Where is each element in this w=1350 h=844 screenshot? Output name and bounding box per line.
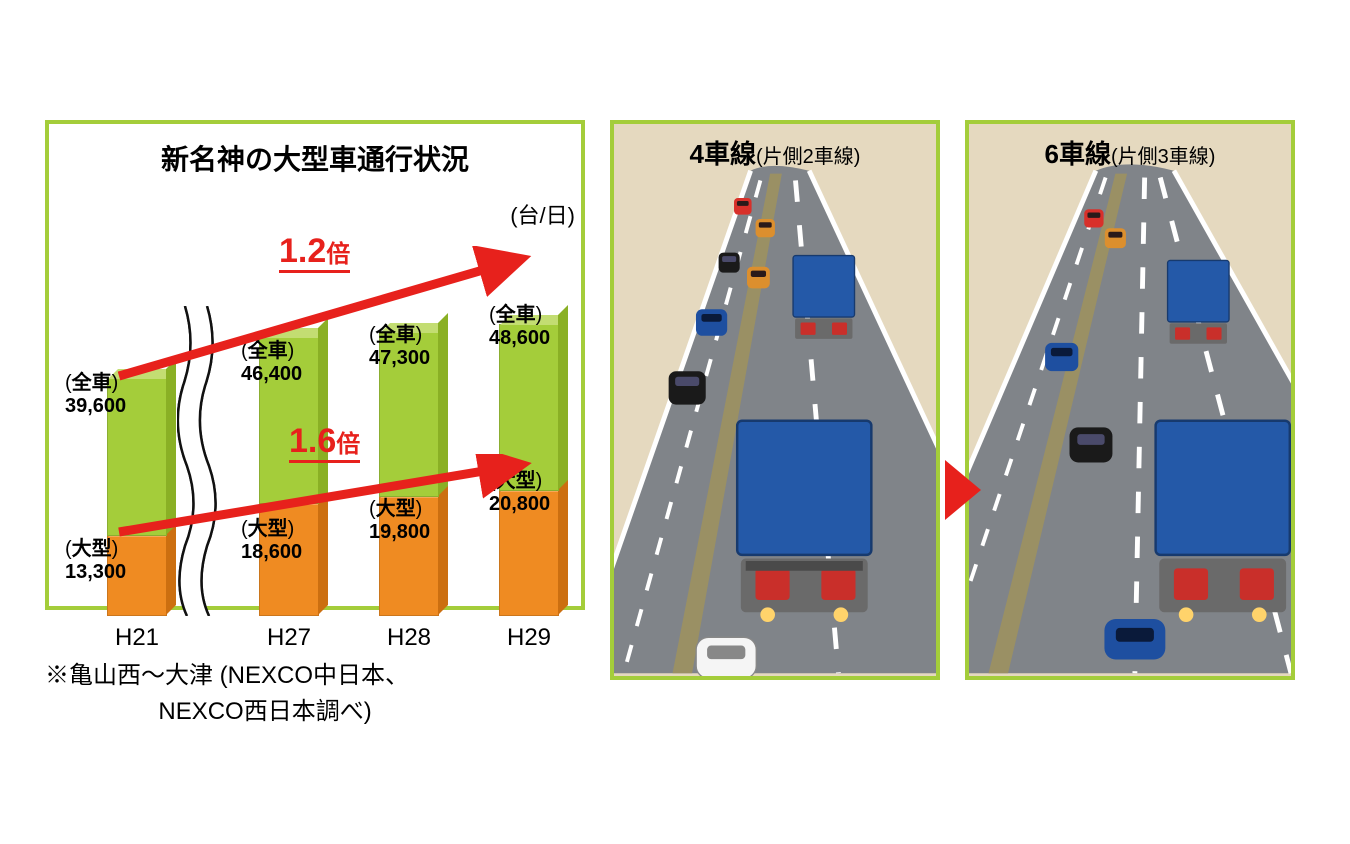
xaxis-h28: H28: [369, 624, 449, 652]
xaxis-h21: H21: [97, 624, 177, 652]
chart-plot-area: (台/日): [49, 186, 581, 616]
multiplier-large: 1.6倍: [289, 424, 360, 463]
label-h27-total: (全車) 46,400: [241, 340, 302, 386]
car-red: [734, 198, 752, 215]
road-title-6lane: 6車線(片側3車線): [969, 134, 1291, 171]
label-h29-total: (全車) 48,600: [489, 304, 550, 350]
label-h28-large: (大型) 19,800: [369, 498, 430, 544]
transition-arrow-icon: [945, 460, 981, 520]
traffic-chart-panel: 新名神の大型車通行状況 (台/日): [45, 120, 585, 610]
label-h21-total: (全車) 39,600: [65, 372, 126, 418]
car-black: [719, 253, 740, 273]
chart-title: 新名神の大型車通行状況: [49, 124, 581, 186]
truck-near: [737, 421, 871, 622]
infographic-container: 新名神の大型車通行状況 (台/日): [45, 120, 1305, 720]
label-h29-large: (大型) 20,800: [489, 470, 550, 516]
label-h28-total: (全車) 47,300: [369, 324, 430, 370]
road-illustration-4lane: [614, 124, 936, 676]
label-h21-large: (大型) 13,300: [65, 538, 126, 584]
chart-footnote: ※亀山西～大津 (NEXCO中日本、 NEXCO西日本調べ): [45, 658, 605, 730]
chart-unit-label: (台/日): [510, 198, 575, 230]
car-black-2: [669, 371, 706, 404]
axis-break-icon: [177, 306, 221, 616]
car-white: [696, 637, 756, 676]
road-panel-4lane: 4車線(片側2車線): [610, 120, 940, 680]
label-h27-large: (大型) 18,600: [241, 518, 302, 564]
road-panel-6lane: 6車線(片側3車線): [965, 120, 1295, 680]
road-illustration-6lane: [969, 124, 1291, 676]
road-title-4lane: 4車線(片側2車線): [614, 134, 936, 171]
multiplier-total: 1.2倍: [279, 234, 350, 273]
xaxis-h29: H29: [489, 624, 569, 652]
car-blue: [696, 309, 727, 336]
car-black-passing: [1070, 427, 1113, 462]
truck-far: [793, 256, 854, 339]
car-orange-2: [747, 267, 770, 289]
car-orange: [756, 219, 775, 237]
xaxis-h27: H27: [249, 624, 329, 652]
car-blue-near: [1104, 619, 1165, 660]
